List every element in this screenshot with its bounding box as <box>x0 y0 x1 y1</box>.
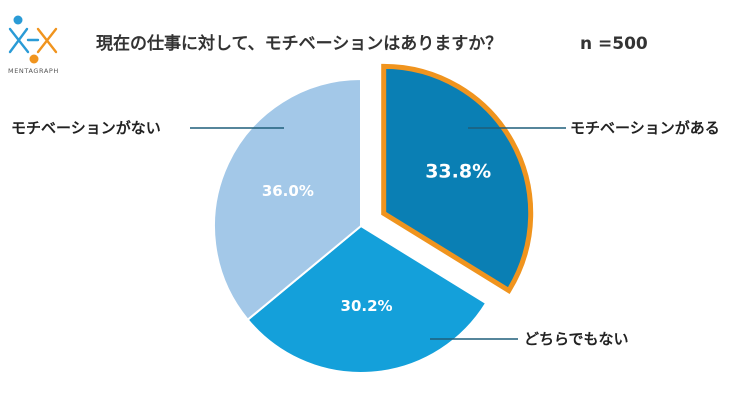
pie-slice-not-motivated <box>213 77 362 322</box>
slice-label-neither: どちらでもない <box>524 330 629 348</box>
logo-text: MENTAGRAPH <box>8 67 59 75</box>
pct-label-motivated: 33.8% <box>425 160 491 182</box>
mentagraph-logo: MENTAGRAPH <box>8 15 59 75</box>
pie-slice-neither <box>246 224 488 374</box>
sample-size-label: n =500 <box>580 34 648 54</box>
pct-label-neither: 30.2% <box>341 297 393 315</box>
slice-label-motivated: モチベーションがある <box>570 119 720 137</box>
slice-label-not-motivated: モチベーションがない <box>11 119 161 137</box>
pct-label-not-motivated: 36.0% <box>262 182 314 200</box>
chart-title: 現在の仕事に対して、モチベーションはありますか？ <box>96 33 502 54</box>
logo-mark-icon <box>8 15 58 64</box>
pie-chart: 30.2% 36.0% 33.8% <box>213 63 534 374</box>
pie-slice-motivated <box>381 63 534 294</box>
